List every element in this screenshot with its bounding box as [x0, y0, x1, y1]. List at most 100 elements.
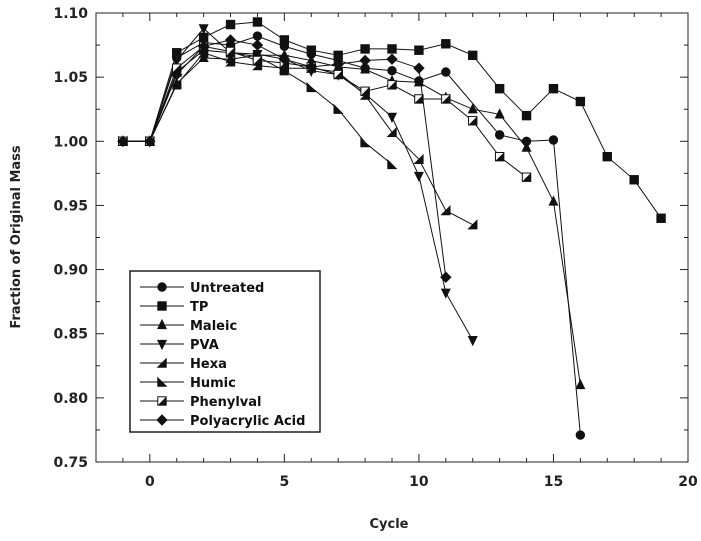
legend-label: Polyacrylic Acid — [190, 414, 305, 429]
series-line-maleic — [122, 54, 581, 386]
y-tick-label: 0.75 — [53, 455, 88, 471]
x-tick-label: 5 — [279, 474, 289, 490]
data-point-pva — [386, 112, 398, 124]
data-point-tp — [333, 50, 343, 61]
legend-marker — [156, 357, 167, 368]
x-tick-label: 20 — [678, 474, 698, 490]
data-point-hexa — [467, 219, 478, 230]
data-point-hexa — [386, 126, 397, 138]
data-point-phenylval — [225, 46, 236, 57]
data-point-tp — [656, 213, 666, 223]
marker-fill — [333, 70, 343, 79]
data-point-polyacrylic-acid — [117, 135, 129, 147]
data-point-phenylval — [468, 116, 478, 126]
legend-label: Hexa — [190, 357, 227, 372]
data-point-polyacrylic-acid — [251, 39, 264, 51]
data-point-phenylval — [441, 94, 451, 104]
data-point-hexa — [440, 205, 451, 216]
legend-entry-pva: PVA — [140, 338, 219, 353]
legend-marker — [156, 318, 168, 330]
legend-label: PVA — [190, 338, 219, 353]
data-point-polyacrylic-acid — [197, 40, 210, 53]
legend-label: TP — [190, 300, 208, 315]
data-point-tp — [225, 19, 236, 30]
data-point-untreated — [575, 430, 586, 440]
data-point-pva — [198, 24, 209, 35]
data-point-polyacrylic-acid — [332, 58, 344, 71]
legend-marker — [157, 376, 168, 387]
legend-entry-untreated: Untreated — [140, 281, 264, 296]
data-point-maleic — [575, 378, 586, 390]
data-point-tp — [629, 175, 639, 185]
data-point-maleic — [360, 63, 371, 74]
data-point-humic — [333, 103, 344, 114]
data-point-tp — [360, 44, 370, 54]
legend-label: Untreated — [190, 281, 264, 296]
data-point-phenylval — [414, 94, 424, 104]
data-point-polyacrylic-acid — [305, 61, 317, 73]
data-point-humic — [387, 158, 398, 170]
data-point-maleic — [548, 195, 559, 206]
data-point-phenylval — [333, 69, 343, 80]
data-point-tp — [494, 83, 505, 94]
data-point-maleic — [521, 141, 532, 152]
data-point-phenylval — [360, 86, 370, 96]
data-point-humic — [279, 65, 290, 76]
series-polyacrylic-acid — [117, 34, 452, 283]
legend: Untreated TP Maleic PVA Hexa Humic Phenylval Po… — [129, 270, 321, 433]
data-point-tp — [575, 96, 586, 107]
legend-marker — [156, 339, 168, 351]
data-point-tp — [387, 44, 397, 54]
data-point-polyacrylic-acid — [413, 62, 425, 74]
y-tick-label: 0.90 — [53, 263, 88, 279]
data-point-hexa — [252, 60, 263, 71]
series-line-phenylval — [122, 45, 527, 178]
legend-entry-maleic: Maleic — [140, 318, 237, 334]
data-point-tp — [414, 45, 424, 55]
data-point-hexa — [413, 153, 424, 164]
legend-label: Maleic — [190, 319, 237, 334]
x-tick-label: 10 — [409, 474, 429, 490]
data-point-tp — [252, 17, 263, 27]
legend-entry-polyacrylic-acid: Polyacrylic Acid — [140, 414, 305, 429]
data-point-humic — [360, 137, 371, 148]
marker-fill — [172, 63, 181, 73]
data-point-humic — [306, 81, 317, 93]
data-point-untreated — [494, 130, 505, 140]
legend-entry-humic: Humic — [140, 376, 236, 391]
marker-fill — [157, 396, 167, 406]
data-point-tp — [441, 39, 451, 49]
data-point-untreated — [548, 135, 559, 145]
y-tick-label: 0.85 — [53, 327, 88, 343]
legend-label: Phenylval — [190, 395, 262, 410]
x-tick-label: 0 — [145, 474, 155, 490]
data-point-polyacrylic-acid — [359, 54, 371, 67]
y-axis-title: Fraction of Original Mass — [9, 145, 24, 329]
series-line-hexa — [122, 52, 473, 226]
legend-marker — [157, 301, 167, 311]
data-point-phenylval — [494, 151, 505, 162]
data-point-hexa — [171, 79, 182, 90]
data-point-pva — [171, 56, 182, 67]
data-point-pva — [413, 171, 424, 183]
legend-label: Humic — [190, 376, 236, 391]
data-point-tp — [279, 35, 290, 45]
data-point-polyacrylic-acid — [224, 34, 237, 46]
marker-fill — [226, 47, 235, 56]
marker-fill — [522, 173, 531, 182]
data-point-untreated — [252, 31, 263, 41]
data-point-phenylval — [252, 55, 263, 66]
data-point-polyacrylic-acid — [144, 135, 156, 147]
data-point-polyacrylic-acid — [171, 68, 183, 81]
marker-fill — [441, 94, 451, 104]
marker-fill — [360, 87, 370, 96]
data-point-tp — [548, 83, 559, 94]
data-point-tp — [521, 110, 532, 121]
legend-entry-hexa: Hexa — [140, 357, 227, 372]
legend-marker — [157, 396, 167, 406]
marker-fill — [495, 152, 504, 161]
data-point-pva — [440, 288, 451, 299]
data-point-polyacrylic-acid — [278, 53, 291, 65]
y-tick-label: 0.95 — [53, 198, 88, 214]
